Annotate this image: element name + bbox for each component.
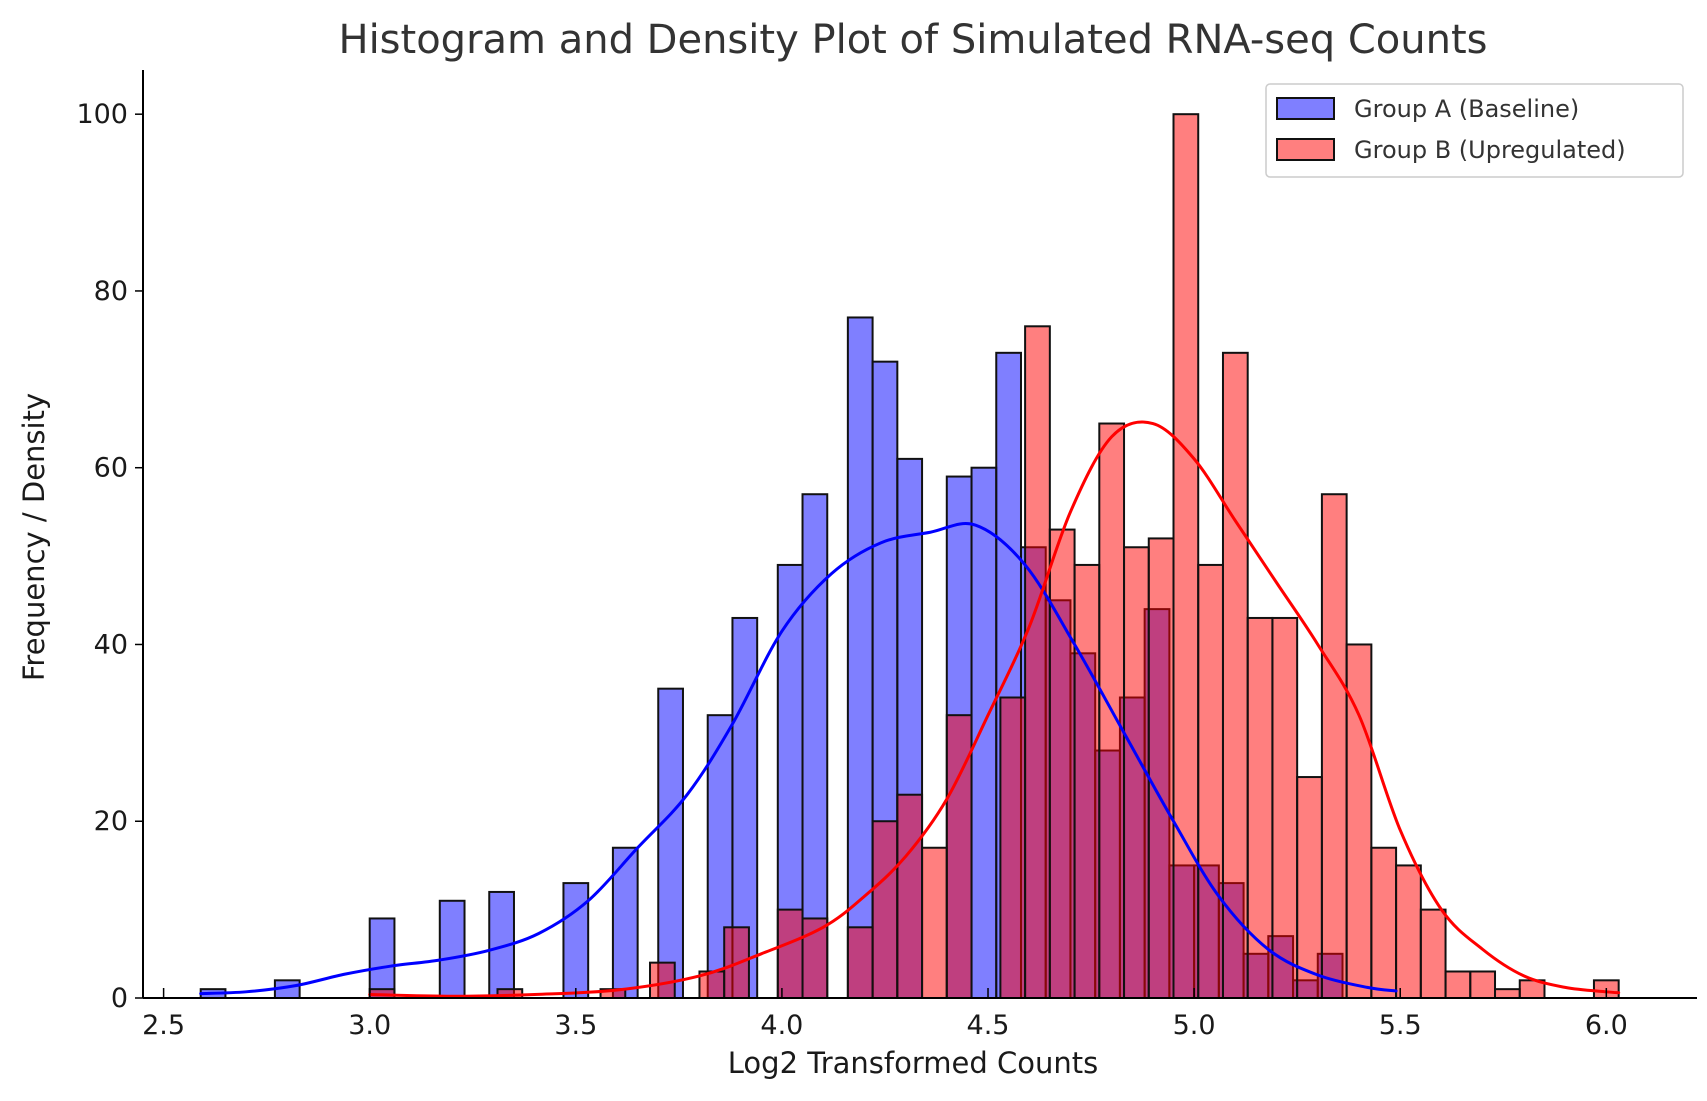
histogram-bar-group-b: [1048, 528, 1076, 1000]
histogram-bar-group-b: [1197, 563, 1224, 999]
histogram-bar-group-b: [1221, 351, 1249, 999]
y-tick-label: 40: [94, 629, 128, 660]
histogram-bar-group-b: [1320, 493, 1348, 999]
x-tick-label: 4.5: [967, 1010, 1010, 1041]
histogram-bar-group-a: [970, 466, 998, 999]
y-tick-label: 0: [111, 983, 128, 1014]
legend-label-group-b: Group B (Upregulated): [1354, 136, 1626, 164]
histogram-bar-group-a: [368, 917, 396, 1000]
x-tick-label: 6.0: [1585, 1010, 1628, 1041]
y-axis-label: Frequency / Density: [17, 393, 51, 681]
histogram-bar-group-a: [657, 687, 684, 999]
y-tick-label: 20: [94, 806, 128, 837]
x-tick-label: 3.0: [348, 1010, 391, 1041]
y-tick-label: 60: [94, 453, 128, 484]
histogram-bar-group-b: [1271, 616, 1299, 1000]
histogram-bar-group-b: [776, 908, 804, 999]
histogram-bar-group-a: [438, 899, 466, 1000]
legend-label-group-a: Group A (Baseline): [1354, 95, 1579, 123]
histogram-bar-group-a: [562, 882, 590, 999]
histogram-bar-group-b: [1024, 325, 1051, 999]
density-curve-group-a: [199, 522, 1398, 996]
histogram-bar-group-b: [1469, 970, 1497, 999]
histogram-bar-group-b: [1370, 846, 1398, 999]
histogram-bar-group-b: [1147, 537, 1175, 999]
histogram-bar-group-a: [846, 316, 874, 1000]
histogram-bar-group-b: [921, 846, 948, 999]
histogram-bar-group-b: [871, 820, 899, 999]
x-tick-label: 4.0: [760, 1010, 803, 1041]
x-tick-label: 5.0: [1173, 1010, 1216, 1041]
legend-swatch-group-b: [1276, 138, 1335, 161]
plot-area: 2.5 3.0 3.5 4.0 4.5 5.0 5.5 6.0 0 20 40 60 80 100: [76, 70, 1697, 1041]
histogram-bar-group-a: [801, 493, 829, 999]
chart-title: Histogram and Density Plot of Simulated …: [338, 17, 1487, 63]
legend: Group A (Baseline) Group B (Upregulated): [1265, 83, 1684, 178]
y-tick-label: 80: [94, 276, 128, 307]
legend-swatch-group-a: [1276, 97, 1335, 120]
histogram-bar-group-b: [846, 926, 874, 999]
density-curve-group-b: [368, 420, 1621, 998]
legend-frame: [1265, 83, 1684, 178]
histogram-bar-group-b: [1444, 970, 1472, 999]
x-axis-label: Log2 Transformed Counts: [728, 1046, 1098, 1080]
y-tick-label: 100: [76, 99, 128, 130]
x-tick-label: 5.5: [1379, 1010, 1422, 1041]
histogram-bar-group-b: [1345, 643, 1373, 999]
x-tick-label: 2.5: [142, 1010, 185, 1041]
histogram-bar-group-b: [896, 793, 924, 999]
histogram-bar-group-b: [1172, 113, 1200, 999]
histogram-bar-group-b: [1395, 864, 1422, 999]
histogram-bar-group-b: [1419, 908, 1447, 999]
histogram-bar-group-b: [1073, 563, 1101, 999]
histogram-bar-group-b: [999, 696, 1027, 999]
x-tick-label: 3.5: [554, 1010, 597, 1041]
histogram-bar-group-b: [1296, 776, 1323, 999]
histogram-bar-group-b: [1494, 988, 1521, 999]
histogram-bar-group-b: [649, 961, 676, 1000]
